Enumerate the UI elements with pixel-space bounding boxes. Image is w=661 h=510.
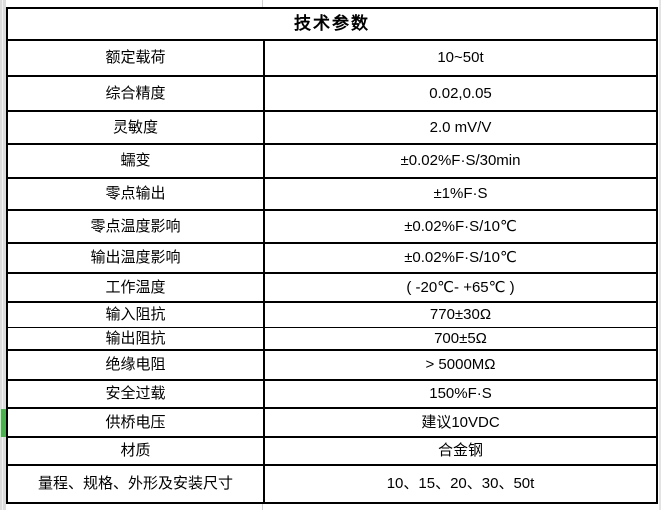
table-row: 工作温度 ( -20℃- +65℃ ) bbox=[6, 272, 658, 303]
spec-label[interactable]: 绝缘电阻 bbox=[6, 349, 265, 381]
spec-label[interactable]: 量程、规格、外形及安装尺寸 bbox=[6, 464, 265, 504]
table-row: 量程、规格、外形及安装尺寸 10、15、20、30、50t bbox=[6, 464, 658, 504]
spec-value[interactable]: ±0.02%F·S/30min bbox=[263, 143, 658, 179]
spec-value[interactable]: 700±5Ω bbox=[263, 326, 658, 351]
spec-value[interactable]: ±0.02%F·S/10℃ bbox=[263, 209, 658, 244]
spec-value[interactable]: 150%F·S bbox=[263, 379, 658, 409]
spec-label[interactable]: 输出阻抗 bbox=[6, 326, 265, 351]
left-gutter bbox=[0, 0, 6, 510]
spec-value[interactable]: 770±30Ω bbox=[263, 301, 658, 328]
spec-label[interactable]: 综合精度 bbox=[6, 75, 265, 112]
gutter-inner-line bbox=[2, 0, 3, 510]
spec-value[interactable]: 合金钢 bbox=[263, 436, 658, 466]
table-row: 材质 合金钢 bbox=[6, 436, 658, 466]
table-row: 输出阻抗 700±5Ω bbox=[6, 326, 658, 351]
table-row: 灵敏度 2.0 mV/V bbox=[6, 110, 658, 145]
spec-value[interactable]: ( -20℃- +65℃ ) bbox=[263, 272, 658, 303]
spec-value[interactable]: 0.02,0.05 bbox=[263, 75, 658, 112]
spec-value[interactable]: 建议10VDC bbox=[263, 407, 658, 438]
row-selection-indicator bbox=[1, 409, 6, 437]
gridline-below-table bbox=[262, 504, 263, 510]
spec-label[interactable]: 安全过载 bbox=[6, 379, 265, 409]
table-row-selected: 供桥电压 建议10VDC bbox=[6, 407, 658, 438]
table-row: 额定载荷 10~50t bbox=[6, 39, 658, 77]
spec-value[interactable]: 10~50t bbox=[263, 39, 658, 77]
spec-value[interactable]: ±0.02%F·S/10℃ bbox=[263, 242, 658, 274]
table-row: 综合精度 0.02,0.05 bbox=[6, 75, 658, 112]
spec-value[interactable]: ±1%F·S bbox=[263, 177, 658, 211]
table-row: 零点输出 ±1%F·S bbox=[6, 177, 658, 211]
spec-label[interactable]: 工作温度 bbox=[6, 272, 265, 303]
table-row: 零点温度影响 ±0.02%F·S/10℃ bbox=[6, 209, 658, 244]
table-row: 输入阻抗 770±30Ω bbox=[6, 301, 658, 328]
table-row: 安全过载 150%F·S bbox=[6, 379, 658, 409]
right-edge-gridline bbox=[659, 0, 661, 510]
spec-label[interactable]: 供桥电压 bbox=[6, 407, 265, 438]
spec-label[interactable]: 灵敏度 bbox=[6, 110, 265, 145]
table-row: 绝缘电阻 > 5000MΩ bbox=[6, 349, 658, 381]
spec-label[interactable]: 材质 bbox=[6, 436, 265, 466]
spec-label[interactable]: 零点输出 bbox=[6, 177, 265, 211]
spec-label[interactable]: 输出温度影响 bbox=[6, 242, 265, 274]
spec-table: 技术参数 额定载荷 10~50t 综合精度 0.02,0.05 灵敏度 2.0 … bbox=[6, 7, 658, 504]
spec-label[interactable]: 蠕变 bbox=[6, 143, 265, 179]
spec-label[interactable]: 零点温度影响 bbox=[6, 209, 265, 244]
spec-label[interactable]: 输入阻抗 bbox=[6, 301, 265, 328]
table-row: 蠕变 ±0.02%F·S/30min bbox=[6, 143, 658, 179]
table-title[interactable]: 技术参数 bbox=[6, 7, 658, 41]
spec-value[interactable]: 10、15、20、30、50t bbox=[263, 464, 658, 504]
spec-label[interactable]: 额定载荷 bbox=[6, 39, 265, 77]
table-row: 输出温度影响 ±0.02%F·S/10℃ bbox=[6, 242, 658, 274]
spec-value[interactable]: 2.0 mV/V bbox=[263, 110, 658, 145]
gridline-above-table bbox=[262, 0, 263, 8]
table-header-row: 技术参数 bbox=[6, 7, 658, 41]
spec-value[interactable]: > 5000MΩ bbox=[263, 349, 658, 381]
